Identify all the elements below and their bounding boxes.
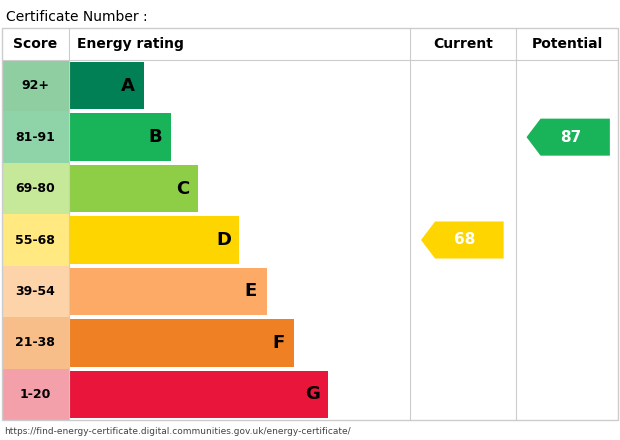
Text: Certificate Number :: Certificate Number : (6, 10, 148, 24)
Text: 21-38: 21-38 (16, 336, 55, 349)
Text: 68: 68 (454, 232, 476, 247)
Text: https://find-energy-certificate.digital.communities.gov.uk/energy-certificate/: https://find-energy-certificate.digital.… (4, 427, 351, 436)
Polygon shape (526, 119, 610, 156)
Text: A: A (121, 77, 135, 95)
Text: B: B (148, 128, 162, 146)
Text: 69-80: 69-80 (16, 182, 55, 195)
Text: 55-68: 55-68 (16, 234, 55, 246)
Text: 87: 87 (560, 130, 582, 145)
Text: E: E (245, 282, 257, 301)
Bar (69, 370, 329, 418)
Bar (69, 268, 267, 315)
Bar (2, 111, 69, 163)
Bar (2, 317, 69, 369)
Text: C: C (176, 180, 189, 198)
Bar (2, 60, 69, 111)
Bar (69, 165, 198, 212)
Text: Score: Score (13, 37, 58, 51)
Bar (2, 266, 69, 317)
Bar (69, 62, 144, 110)
Text: G: G (305, 385, 320, 403)
Bar (2, 163, 69, 214)
Text: Current: Current (433, 37, 494, 51)
Bar (2, 214, 69, 266)
Polygon shape (421, 221, 503, 259)
Text: 39-54: 39-54 (16, 285, 55, 298)
Bar (2, 369, 69, 420)
Text: 1-20: 1-20 (20, 388, 51, 401)
Text: D: D (216, 231, 231, 249)
Bar (2, 28, 618, 60)
Bar (69, 319, 294, 367)
Bar (2, 28, 618, 420)
Text: Energy rating: Energy rating (76, 37, 184, 51)
Text: 92+: 92+ (21, 79, 49, 92)
Text: F: F (272, 334, 285, 352)
Bar (69, 114, 171, 161)
Text: Potential: Potential (531, 37, 603, 51)
Text: 81-91: 81-91 (16, 131, 55, 143)
Bar (69, 216, 239, 264)
